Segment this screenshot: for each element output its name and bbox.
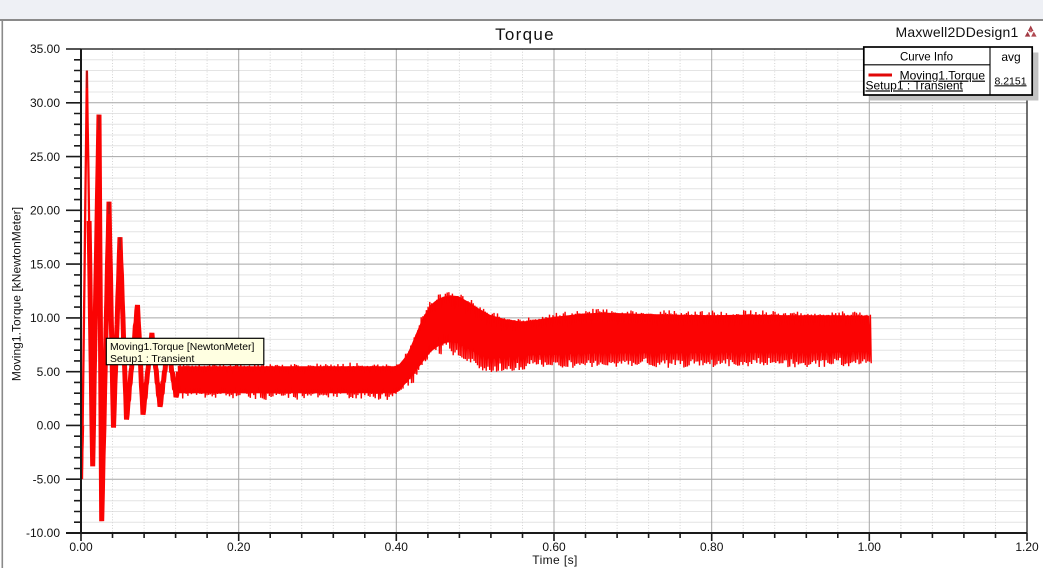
svg-text:1.20: 1.20: [1015, 540, 1039, 554]
svg-text:0.60: 0.60: [542, 540, 566, 554]
svg-text:25.00: 25.00: [30, 150, 60, 164]
svg-text:Maxwell2DDesign1: Maxwell2DDesign1: [895, 24, 1018, 40]
svg-text:Curve Info: Curve Info: [900, 52, 953, 64]
svg-text:5.00: 5.00: [37, 365, 61, 379]
svg-text:Setup1 : Transient: Setup1 : Transient: [866, 78, 964, 92]
svg-text:0.00: 0.00: [37, 419, 61, 433]
svg-text:-10.00: -10.00: [26, 526, 60, 540]
svg-text:Setup1 : Transient: Setup1 : Transient: [110, 354, 194, 365]
svg-text:0.20: 0.20: [227, 540, 251, 554]
svg-text:0.00: 0.00: [69, 540, 93, 554]
svg-text:8.2151: 8.2151: [994, 75, 1026, 87]
svg-text:avg: avg: [1001, 50, 1020, 64]
svg-text:Moving1.Torque: Moving1.Torque: [900, 69, 986, 83]
svg-text:-5.00: -5.00: [33, 472, 61, 486]
svg-text:10.00: 10.00: [30, 311, 60, 325]
svg-text:1.00: 1.00: [858, 540, 882, 554]
svg-text:15.00: 15.00: [30, 257, 60, 271]
svg-text:0.40: 0.40: [385, 540, 409, 554]
svg-text:Time [s]: Time [s]: [532, 553, 577, 567]
svg-text:Torque: Torque: [495, 25, 555, 44]
svg-text:35.00: 35.00: [30, 42, 60, 56]
svg-text:0.80: 0.80: [700, 540, 724, 554]
svg-text:Moving1.Torque [NewtonMeter]: Moving1.Torque [NewtonMeter]: [110, 342, 254, 353]
svg-text:30.00: 30.00: [30, 96, 60, 110]
svg-text:20.00: 20.00: [30, 204, 60, 218]
svg-text:Moving1.Torque [kNewtonMeter]: Moving1.Torque [kNewtonMeter]: [10, 207, 24, 381]
